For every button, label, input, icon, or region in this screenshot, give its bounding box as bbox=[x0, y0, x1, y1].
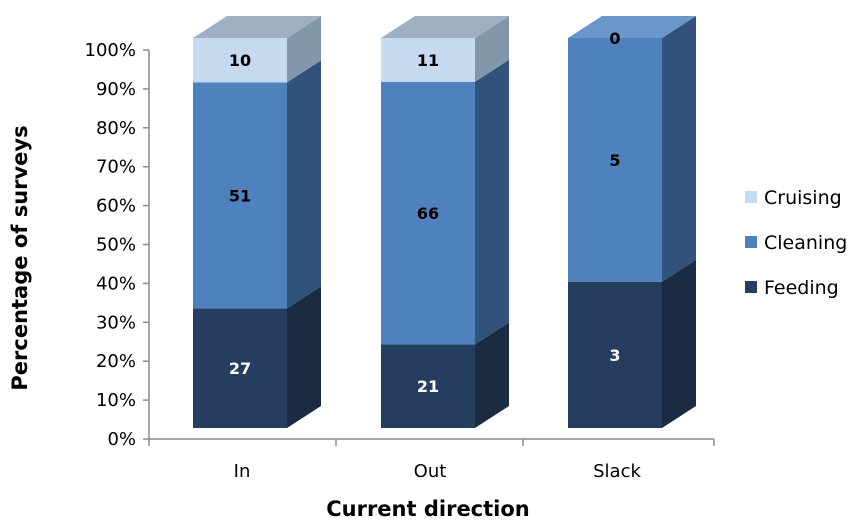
data-label: 21 bbox=[417, 377, 439, 396]
bar-segment-cleaning bbox=[381, 81, 475, 345]
y-axis-title: Percentage of surveys bbox=[8, 125, 32, 390]
bar-segment-cleaning bbox=[193, 82, 287, 309]
legend-label: Feeding bbox=[764, 277, 839, 299]
x-tick-label: Slack bbox=[593, 461, 641, 482]
bar-segment-cruising bbox=[193, 38, 287, 83]
data-label: 51 bbox=[229, 186, 251, 205]
bar-segment-cleaning bbox=[568, 38, 662, 282]
bar-top-face bbox=[381, 16, 509, 38]
legend-label: Cruising bbox=[764, 187, 842, 209]
legend-swatch bbox=[745, 236, 757, 248]
y-tick-label: 20% bbox=[96, 351, 136, 372]
bar-side-cleaning bbox=[287, 60, 321, 309]
data-label: 10 bbox=[229, 51, 251, 70]
data-label: 5 bbox=[609, 151, 620, 170]
x-tick-label: Out bbox=[414, 461, 447, 482]
legend-label: Cleaning bbox=[764, 232, 847, 254]
data-labels: 27 51 10 21 66 11 3 5 0 bbox=[229, 29, 621, 396]
bar-side-feeding bbox=[287, 286, 321, 428]
data-label: 66 bbox=[417, 204, 439, 223]
bar-segment-feeding bbox=[381, 344, 475, 428]
bar-segment-feeding bbox=[568, 281, 662, 428]
y-tick-label: 40% bbox=[96, 273, 136, 294]
bar-top-face bbox=[568, 16, 696, 38]
y-tick-label: 90% bbox=[96, 79, 136, 100]
x-axis-title: Current direction bbox=[326, 497, 530, 520]
bar-side-feeding bbox=[475, 322, 509, 428]
y-tick-label: 80% bbox=[96, 118, 136, 139]
y-tick-label: 60% bbox=[96, 196, 136, 217]
y-tick-label: 10% bbox=[96, 390, 136, 411]
bar-side-cleaning bbox=[475, 59, 509, 345]
legend-swatch bbox=[745, 281, 757, 293]
bar-side-cleaning bbox=[662, 16, 696, 282]
legend-swatch bbox=[745, 191, 757, 203]
data-label: 3 bbox=[609, 346, 620, 365]
bars bbox=[193, 16, 696, 428]
bar-segment-cruising bbox=[381, 38, 475, 82]
y-tick-label: 0% bbox=[107, 429, 136, 450]
data-label: 0 bbox=[609, 29, 620, 48]
data-label: 11 bbox=[417, 51, 439, 70]
y-tick-label: 100% bbox=[85, 40, 136, 61]
bar-side-feeding bbox=[662, 259, 696, 428]
bar-side-cruising bbox=[287, 16, 321, 83]
legend: Cruising Cleaning Feeding bbox=[745, 187, 847, 299]
y-tick-label: 50% bbox=[96, 235, 136, 256]
y-tick-label: 70% bbox=[96, 157, 136, 178]
data-label: 27 bbox=[229, 359, 251, 378]
bar-side-cruising bbox=[475, 16, 509, 82]
x-tick-label: In bbox=[234, 461, 251, 482]
axes: 0% 10% 20% 30% 40% 50% 60% 70% 80% 90% 100% In Out Sl… bbox=[85, 40, 715, 482]
bar-segment-feeding bbox=[193, 308, 287, 428]
y-tick-label: 30% bbox=[96, 312, 136, 333]
bar-top-face bbox=[193, 16, 321, 38]
